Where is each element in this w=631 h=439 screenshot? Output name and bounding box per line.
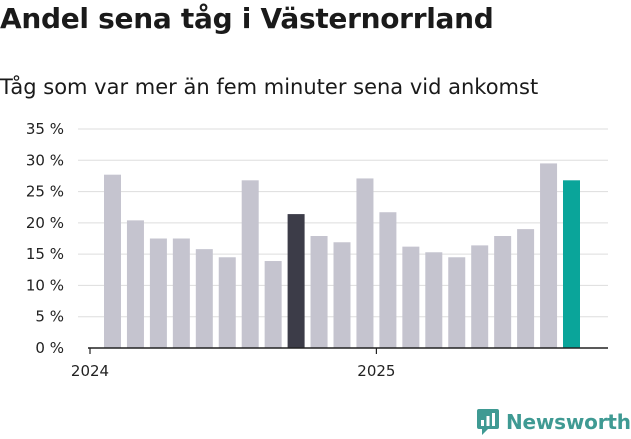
bar [218,257,236,348]
bar [104,174,121,348]
bar [126,220,144,348]
x-tick-label: 2025 [357,362,395,380]
bar [494,235,512,348]
bar [287,214,305,348]
y-tick-label: 10 % [26,276,64,294]
newsworthy-logo-icon [477,409,499,435]
bar [379,212,397,348]
chart-subtitle: Tåg som var mer än fem minuter sena vid … [0,75,539,99]
bar [241,180,259,348]
y-tick-label: 35 % [26,120,64,138]
bar [333,242,351,348]
bar [517,229,535,348]
bar [172,238,190,348]
bar [425,252,443,348]
bar [195,249,213,348]
x-tick-label: 2024 [71,362,109,380]
bar [356,178,374,348]
bar [402,246,420,348]
bar [448,257,466,348]
y-tick-label: 25 % [26,183,64,201]
y-tick-label: 30 % [26,151,64,169]
y-tick-label: 20 % [26,214,64,232]
y-tick-label: 0 % [35,339,64,357]
bar [540,163,558,348]
chart-title: Andel sena tåg i Västernorrland [0,2,494,35]
y-tick-label: 15 % [26,245,64,263]
bar [310,235,328,348]
brand-name: Newsworthy [506,410,631,434]
bar [563,180,580,348]
bar [264,261,282,348]
brand-logo: Newsworthy [476,408,631,436]
y-tick-label: 5 % [35,308,64,326]
bar [149,238,167,348]
bar [471,245,489,348]
